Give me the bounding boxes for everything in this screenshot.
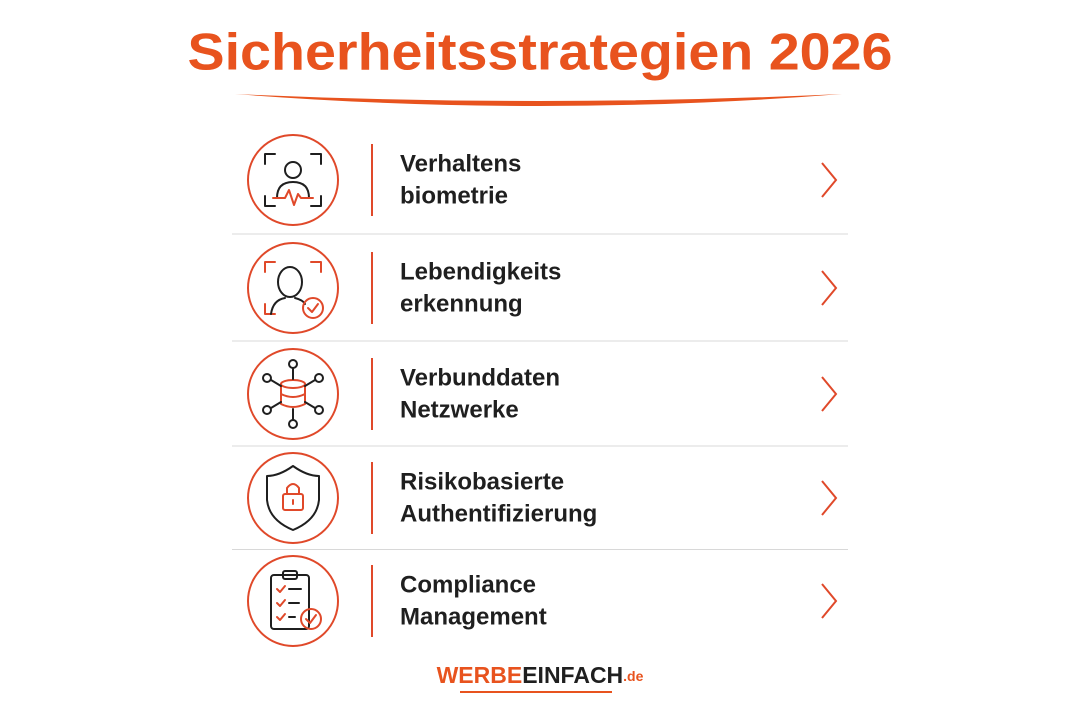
icon-stroke <box>284 161 302 179</box>
icon-biometrics <box>264 153 322 207</box>
title: Sicherheitsstrategien 2026 <box>188 24 893 82</box>
brand-part: EINFACH <box>522 662 623 688</box>
icon-stroke <box>277 266 303 298</box>
row-label: Authentifizierung <box>400 500 597 527</box>
strategy-row: Risikobasierte Authentifizierung <box>232 452 848 550</box>
icon-stroke <box>288 419 298 429</box>
icon-stroke <box>262 405 272 415</box>
chevron <box>821 583 838 619</box>
title-swoosh <box>235 94 842 106</box>
icon-ring <box>247 555 339 647</box>
icon-stroke <box>314 373 324 383</box>
brand-logo: WERBEEINFACH.de <box>437 662 644 688</box>
icon-stroke <box>262 373 272 383</box>
icon-stroke <box>305 614 317 624</box>
icon-stroke <box>276 181 310 199</box>
chevron <box>821 480 838 516</box>
icon-stroke <box>270 574 310 630</box>
row-label: Lebendigkeits <box>400 258 561 285</box>
icon-stroke <box>282 570 298 580</box>
icon-ring <box>247 452 339 544</box>
icon-stroke <box>282 493 304 511</box>
strategy-row: Verbunddaten Netzwerke <box>232 348 848 447</box>
row-label: Risikobasierte <box>400 468 564 495</box>
chevron <box>821 162 838 198</box>
icon-liveness <box>264 261 324 319</box>
icon-compliance <box>270 570 322 630</box>
brand-part: .de <box>623 668 643 684</box>
icon-network <box>262 359 324 429</box>
icon-stroke <box>286 483 300 505</box>
icon-ring <box>247 348 339 440</box>
chevron <box>821 376 838 412</box>
row-label: Verhaltens <box>400 150 521 177</box>
row-label: Compliance <box>400 571 536 598</box>
icon-stroke <box>300 608 322 630</box>
icon-stroke <box>307 303 319 313</box>
icon-stroke <box>270 297 306 315</box>
icon-stroke <box>304 379 316 387</box>
icon-stroke <box>276 585 286 621</box>
icon-stroke <box>304 401 316 409</box>
icon-stroke <box>288 588 302 618</box>
icon-stroke <box>266 465 320 531</box>
icon-stroke <box>270 379 282 387</box>
icon-ring <box>247 242 339 334</box>
row-label: Netzwerke <box>400 396 519 423</box>
chevron <box>821 270 838 306</box>
icon-shield <box>266 465 320 531</box>
row-label: Management <box>400 603 547 630</box>
row-label: erkennung <box>400 290 523 317</box>
strategy-row: Lebendigkeits erkennung <box>232 242 848 342</box>
row-label: biometrie <box>400 182 508 209</box>
icon-ring <box>247 134 339 226</box>
icon-stroke <box>280 379 306 389</box>
brand-part: WERBE <box>437 662 523 688</box>
strategy-row: Verhaltens biometrie <box>232 134 848 235</box>
icon-stroke <box>270 401 282 409</box>
strategy-row: Compliance Management <box>247 555 838 647</box>
strategy-list: Verhaltens biometrie Lebendigkeits erkennun… <box>232 134 848 647</box>
icon-stroke <box>264 153 322 207</box>
icon-stroke <box>288 359 298 369</box>
icon-stroke <box>314 405 324 415</box>
icon-stroke <box>302 297 324 319</box>
icon-stroke <box>272 189 314 206</box>
row-label: Verbunddaten <box>400 364 560 391</box>
icon-stroke <box>280 383 306 408</box>
